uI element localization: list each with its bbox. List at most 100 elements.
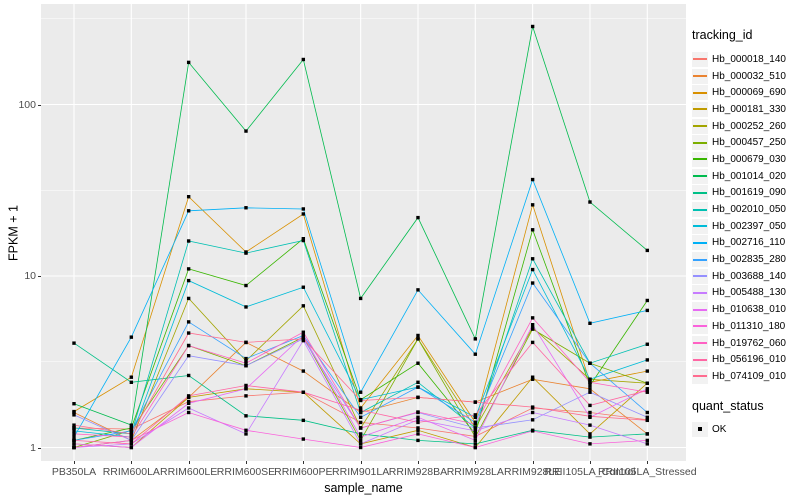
legend-line-swatch-icon: [693, 108, 707, 111]
legend-entry: Hb_002835_280: [692, 251, 798, 268]
x-tick-label: PB350LA: [51, 466, 97, 478]
legend-entry-label: Hb_001014_020: [712, 170, 786, 182]
data-point-marker: [588, 321, 592, 325]
legend-line-swatch-icon: [693, 125, 707, 128]
data-point-marker: [645, 342, 649, 346]
x-tick-mark: [360, 461, 362, 464]
data-point-marker: [244, 432, 248, 436]
quant-legend-key: [692, 421, 708, 437]
legend-entry: Hb_000181_330: [692, 101, 798, 118]
data-point-marker: [244, 206, 248, 210]
data-point-marker: [72, 435, 76, 439]
x-tick-label: RRIM901LA: [332, 466, 390, 478]
data-point-marker: [186, 394, 191, 398]
data-point-marker: [588, 383, 592, 388]
legend-entries: Hb_000018_140 Hb_000032_510 Hb_000069_690 H…: [692, 51, 798, 385]
data-point-marker: [588, 442, 592, 446]
legend: tracking_id Hb_000018_140 Hb_000032_510 Hb…: [692, 28, 798, 437]
data-point-marker: [416, 428, 420, 432]
data-point-marker: [645, 248, 649, 253]
legend-entry: Hb_003688_140: [692, 268, 798, 285]
data-point-marker: [129, 429, 134, 433]
data-point-marker: [244, 356, 248, 361]
data-point-marker: [186, 353, 191, 358]
data-point-marker: [416, 438, 420, 443]
data-point-marker: [416, 432, 420, 436]
x-tick-mark: [532, 461, 534, 464]
legend-line-swatch-icon: [693, 375, 707, 378]
data-point-marker: [129, 438, 134, 443]
y-tick-label: 10: [24, 270, 36, 282]
legend-key: [692, 218, 708, 234]
data-point-marker: [588, 403, 592, 408]
legend-key: [692, 318, 708, 334]
legend-line-swatch-icon: [693, 358, 707, 361]
x-tick-mark: [475, 461, 477, 464]
data-point-marker: [72, 409, 76, 414]
data-point-marker: [530, 340, 535, 345]
data-point-marker: [645, 432, 649, 436]
legend-line-swatch-icon: [693, 241, 707, 244]
data-point-marker: [244, 414, 248, 418]
data-point-marker: [186, 209, 191, 213]
data-point-marker: [186, 331, 191, 335]
legend-entry-label: Hb_001619_090: [712, 187, 786, 199]
data-point-marker: [244, 428, 248, 432]
data-point-marker: [588, 423, 592, 427]
data-point-marker: [530, 228, 535, 232]
legend-entry: Hb_000679_030: [692, 151, 798, 168]
data-point-marker: [530, 405, 535, 409]
data-point-marker: [129, 375, 134, 379]
data-point-marker: [645, 418, 649, 423]
quant-legend-title: quant_status: [692, 398, 764, 413]
legend-entry: Hb_005488_130: [692, 285, 798, 302]
data-point-marker: [186, 320, 191, 324]
data-point-marker: [530, 257, 535, 261]
legend-entry-label: Hb_000679_030: [712, 153, 786, 165]
data-point-marker: [186, 296, 191, 301]
data-point-marker: [588, 390, 592, 394]
data-point-marker: [186, 278, 191, 283]
data-point-marker: [244, 387, 248, 391]
plot-panel: [41, 4, 686, 461]
legend-line-swatch-icon: [693, 258, 707, 261]
legend-line-swatch-icon: [693, 325, 707, 328]
legend-entry-label: Hb_000069_690: [712, 87, 786, 99]
legend-key: [692, 135, 708, 151]
data-point-marker: [416, 288, 420, 292]
data-point-marker: [645, 442, 649, 446]
data-point-marker: [416, 395, 420, 400]
data-point-marker: [244, 383, 248, 388]
data-point-marker: [358, 445, 363, 450]
data-point-marker: [473, 445, 478, 450]
legend-key: [692, 85, 708, 101]
legend-entry-label: Hb_002835_280: [712, 254, 786, 266]
legend-key: [692, 252, 708, 268]
legend-entry-label: Hb_019762_060: [712, 337, 786, 349]
legend-entry-label: Hb_000181_330: [712, 103, 786, 115]
data-point-marker: [72, 413, 76, 417]
data-point-marker: [473, 352, 478, 356]
data-point-marker: [244, 394, 248, 398]
data-point-marker: [72, 426, 76, 430]
data-point-marker: [588, 432, 592, 436]
legend-line-swatch-icon: [693, 191, 707, 194]
data-point-marker: [358, 420, 363, 425]
legend-line-swatch-icon: [693, 158, 707, 161]
data-point-marker: [473, 422, 478, 426]
legend-entry: Hb_010638_010: [692, 301, 798, 318]
x-tick-label: RRIM600PE: [274, 466, 333, 478]
data-point-marker: [530, 429, 535, 433]
legend-entry-label: Hb_003688_140: [712, 270, 786, 282]
data-point-marker: [72, 402, 76, 406]
data-point-marker: [645, 410, 649, 415]
legend-line-swatch-icon: [693, 208, 707, 211]
data-point-marker: [129, 442, 134, 446]
chart-svg: [41, 4, 686, 461]
legend-entry-label: Hb_074109_010: [712, 370, 786, 382]
data-point-marker: [530, 203, 535, 207]
data-point-marker: [588, 377, 592, 381]
data-point-marker: [530, 281, 535, 285]
data-point-marker: [588, 414, 592, 419]
legend-line-swatch-icon: [693, 58, 707, 61]
